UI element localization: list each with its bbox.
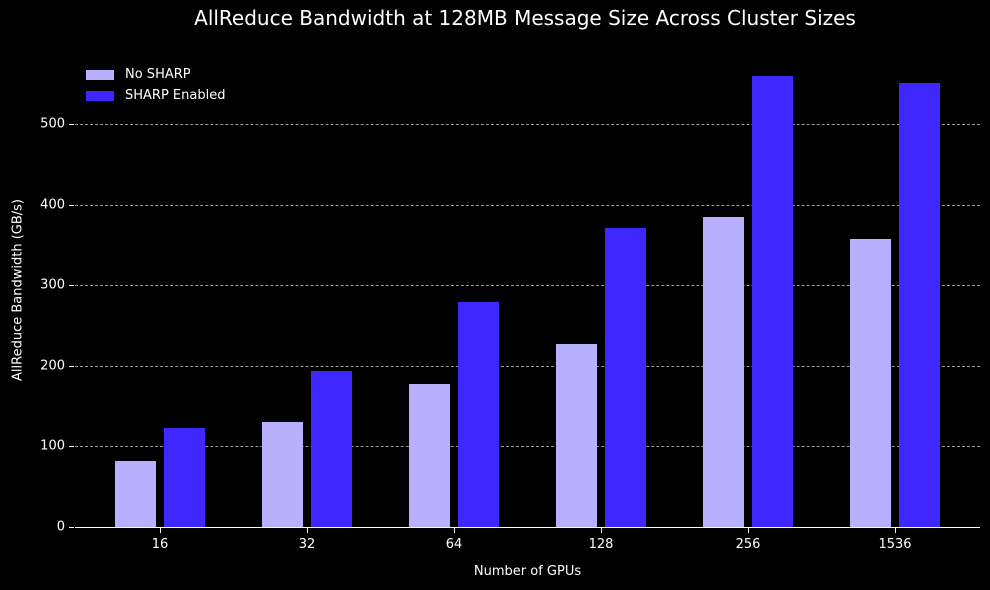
- x-tick-label: 16: [151, 537, 169, 552]
- y-tick-label: 300: [40, 277, 65, 293]
- bar-sharp-enabled-256: [752, 75, 793, 527]
- y-tick-label: 500: [40, 116, 65, 132]
- legend-swatch: [86, 69, 114, 80]
- x-tick-label: 256: [735, 537, 761, 552]
- bar-sharp-enabled-32: [311, 370, 352, 527]
- legend-item-no-sharp: No SHARP: [86, 64, 225, 85]
- bar-sharp-enabled-1536: [899, 82, 940, 527]
- legend-item-sharp-enabled: SHARP Enabled: [86, 85, 225, 106]
- y-tick-label: 100: [40, 438, 65, 454]
- gridline: [75, 124, 980, 125]
- gridline: [75, 204, 980, 206]
- x-tick-mark: [748, 528, 749, 533]
- y-tick-mark: [69, 446, 74, 448]
- y-tick-label: 200: [40, 358, 65, 374]
- bar-sharp-enabled-16: [164, 427, 205, 527]
- y-tick-label: 400: [40, 197, 65, 213]
- plot-area: 0 100 200 300 400 500 16 32 64 128 256 1536: [40, 48, 980, 552]
- bar-sharp-enabled-128: [605, 227, 646, 527]
- x-axis-line: [75, 527, 980, 528]
- x-tick-label: 1536: [878, 537, 912, 552]
- y-axis-label: AllReduce Bandwidth (GB/s): [10, 199, 26, 381]
- x-tick-mark: [601, 528, 602, 533]
- x-tick-mark: [160, 528, 161, 533]
- x-tick-label: 32: [298, 537, 316, 552]
- y-tick-label: 0: [56, 519, 65, 535]
- bar-no-sharp-1536: [850, 239, 891, 527]
- gridline: [75, 446, 980, 448]
- gridline: [75, 285, 980, 287]
- x-tick-mark: [307, 528, 308, 533]
- x-tick-label: 64: [445, 537, 463, 552]
- legend-label: SHARP Enabled: [125, 88, 226, 103]
- x-tick-mark: [895, 528, 896, 533]
- gridline: [75, 365, 980, 367]
- y-tick-mark: [69, 527, 74, 528]
- legend: No SHARP SHARP Enabled: [86, 64, 225, 106]
- bar-no-sharp-256: [703, 216, 744, 527]
- x-tick-mark: [454, 528, 455, 533]
- y-tick-mark: [69, 285, 74, 287]
- y-tick-mark: [69, 204, 74, 206]
- bar-no-sharp-16: [115, 460, 156, 527]
- bar-no-sharp-32: [262, 422, 303, 527]
- bar-no-sharp-64: [409, 383, 450, 527]
- x-tick-label: 128: [588, 537, 614, 552]
- x-axis-label: Number of GPUs: [473, 564, 582, 579]
- legend-swatch: [86, 90, 114, 101]
- y-tick-mark: [69, 365, 74, 367]
- bar-sharp-enabled-64: [458, 302, 499, 527]
- legend-label: No SHARP: [125, 67, 191, 82]
- chart-title: AllReduce Bandwidth at 128MB Message Siz…: [194, 6, 856, 30]
- bar-no-sharp-128: [556, 344, 597, 527]
- y-tick-mark: [69, 124, 74, 125]
